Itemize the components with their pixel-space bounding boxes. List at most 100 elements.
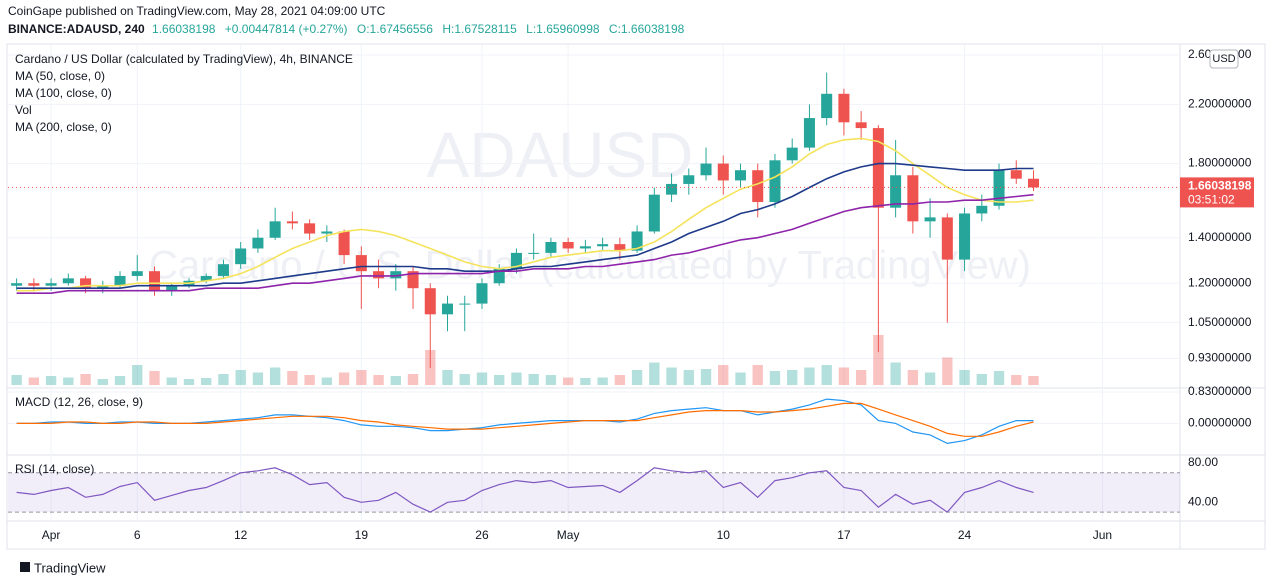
volume-bar — [80, 374, 91, 385]
volume-bar — [287, 371, 298, 385]
volume-bar — [528, 374, 539, 385]
volume-bar — [838, 367, 850, 385]
volume-bar — [631, 370, 643, 385]
volume-bar — [752, 365, 763, 385]
candle-body — [235, 248, 247, 265]
publisher: CoinGape published on TradingView.com, M… — [8, 4, 386, 18]
volume-bar — [252, 372, 264, 385]
candle-body — [321, 231, 333, 234]
x-tick-label: May — [557, 528, 580, 542]
candle-body — [338, 231, 350, 256]
candle-body — [838, 93, 850, 123]
candle-body — [304, 223, 316, 234]
candle-body — [493, 268, 505, 284]
volume-bar — [166, 377, 177, 385]
candle-body — [390, 271, 402, 279]
moving-average — [16, 137, 1034, 292]
candle-body — [131, 271, 143, 276]
candle-body — [855, 122, 867, 129]
candle-body — [476, 283, 488, 304]
x-tick-label: 12 — [234, 528, 248, 542]
candle-body — [700, 163, 712, 176]
volume-bar — [511, 372, 522, 385]
watermark-subtitle: Cardano / U.S. Dollar (calculated by Tra… — [149, 244, 1031, 288]
candle-body — [976, 205, 988, 214]
rsi-line — [16, 467, 1034, 513]
x-tick-label: 6 — [134, 528, 141, 542]
volume-bar — [442, 370, 453, 385]
candle-body — [114, 275, 126, 286]
candle-body — [941, 217, 953, 260]
volume-bar — [907, 370, 919, 385]
volume-bar — [700, 369, 712, 385]
candle-body — [890, 175, 902, 208]
candle-body — [545, 241, 557, 253]
candle-body — [459, 303, 471, 305]
y-tick-label: 1.40000000 — [1188, 230, 1252, 244]
rsi-title: RSI (14, close) — [15, 462, 94, 476]
rsi-band — [8, 472, 1180, 513]
volume-bar — [373, 375, 384, 385]
last-price-box — [1180, 177, 1254, 208]
y-tick-label: 40.00 — [1188, 494, 1218, 508]
x-tick-label: 26 — [475, 528, 489, 542]
macd-title: MACD (12, 26, close, 9) — [15, 395, 143, 409]
volume-bar — [562, 377, 574, 385]
volume-bar — [235, 370, 246, 385]
symbol-line: BINANCE:ADAUSD, 240 1.66038198 +0.004478… — [8, 22, 685, 36]
candle-body — [872, 128, 884, 208]
volume-bar — [976, 374, 987, 385]
candle-body — [441, 303, 454, 315]
candle-body — [355, 255, 367, 272]
candle-body — [786, 147, 798, 161]
candle-body — [752, 170, 764, 203]
volume-bar — [959, 370, 970, 385]
volume-bar — [201, 378, 212, 385]
candle-body — [734, 170, 747, 181]
x-tick-label: Jun — [1093, 528, 1112, 542]
candle-body — [148, 271, 161, 291]
candle-body — [769, 160, 781, 203]
volume-bar — [855, 370, 867, 385]
candle-body — [666, 183, 678, 195]
currency-box[interactable] — [1209, 49, 1239, 69]
last-price-label: 1.66038198 — [1188, 179, 1252, 193]
volume-bar — [149, 371, 160, 385]
candle-body — [717, 163, 729, 181]
volume-bar — [132, 365, 143, 385]
ohlc: H:1.67528115 — [442, 22, 517, 36]
candle-body — [803, 118, 815, 148]
volume-bar — [114, 376, 126, 385]
candle-body — [28, 283, 40, 286]
volume-bar — [649, 362, 660, 385]
x-tick-label: 17 — [837, 528, 851, 542]
volume-bar — [580, 378, 591, 385]
candle-body — [993, 170, 1005, 206]
candle-body — [528, 252, 540, 254]
volume-bar — [11, 375, 22, 385]
candle-body — [62, 278, 74, 284]
volume-bar — [890, 362, 901, 385]
volume-bar — [304, 375, 315, 385]
candle-body — [373, 271, 385, 279]
candle-body — [166, 285, 178, 291]
countdown: 03:51:02 — [1188, 193, 1235, 207]
volume-bar — [821, 365, 832, 385]
volume-bar — [269, 367, 281, 385]
candle-body — [579, 246, 591, 249]
volume-bar — [873, 335, 884, 385]
chart-title: Cardano / US Dollar (calculated by Tradi… — [15, 52, 353, 66]
y-tick-label: 0.93000000 — [1188, 351, 1252, 365]
candle-body — [959, 213, 971, 260]
y-tick-label: 1.80000000 — [1188, 156, 1252, 170]
y-tick-label: 1.20000000 — [1188, 275, 1252, 289]
volume-bar — [1011, 375, 1022, 385]
x-tick-label: 19 — [355, 528, 369, 542]
watermark: ADAUSD — [427, 119, 694, 191]
volume-bar — [476, 372, 488, 385]
legend-entry: MA (50, close, 0) — [15, 69, 105, 83]
candle-body — [924, 217, 936, 222]
volume-bar — [459, 374, 470, 385]
